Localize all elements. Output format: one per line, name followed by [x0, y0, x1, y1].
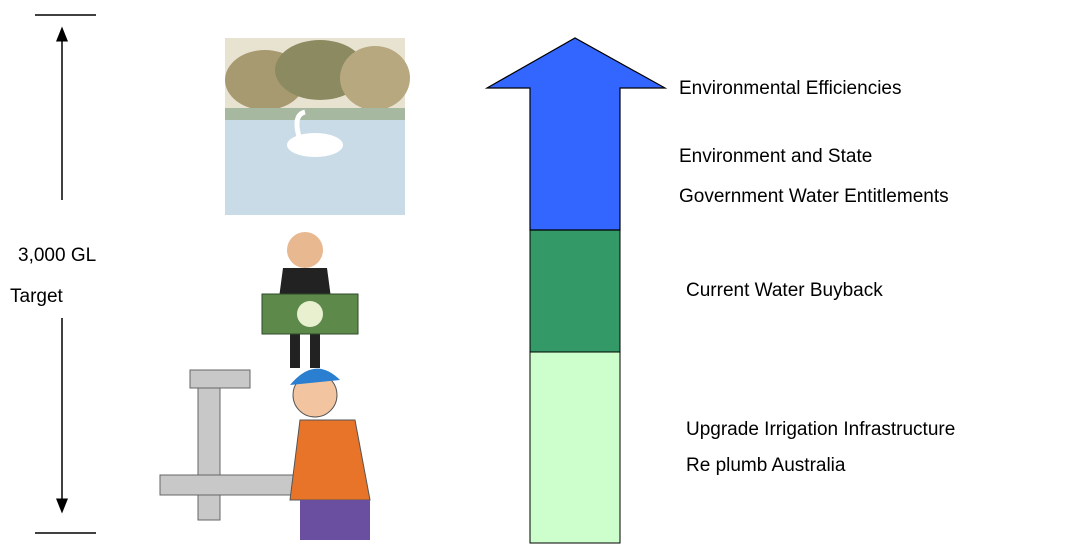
target-amount: 3,000 GL — [18, 245, 96, 266]
businessman-picture — [261, 232, 359, 368]
arrow-head — [484, 37, 668, 231]
segment-label: Environment and State — [679, 146, 872, 167]
target-label: Target — [10, 286, 64, 307]
segment-label: Re plumb Australia — [686, 455, 846, 476]
segment-label: Current Water Buyback — [686, 280, 883, 301]
swan-picture — [225, 38, 410, 215]
segment-buyback — [529, 229, 621, 353]
segment-infrastructure — [529, 351, 621, 544]
plumber-picture — [159, 368, 371, 540]
segment-label: Environmental Efficiencies — [679, 78, 901, 99]
segment-label: Government Water Entitlements — [679, 186, 949, 207]
segment-label: Upgrade Irrigation Infrastructure — [686, 419, 955, 440]
